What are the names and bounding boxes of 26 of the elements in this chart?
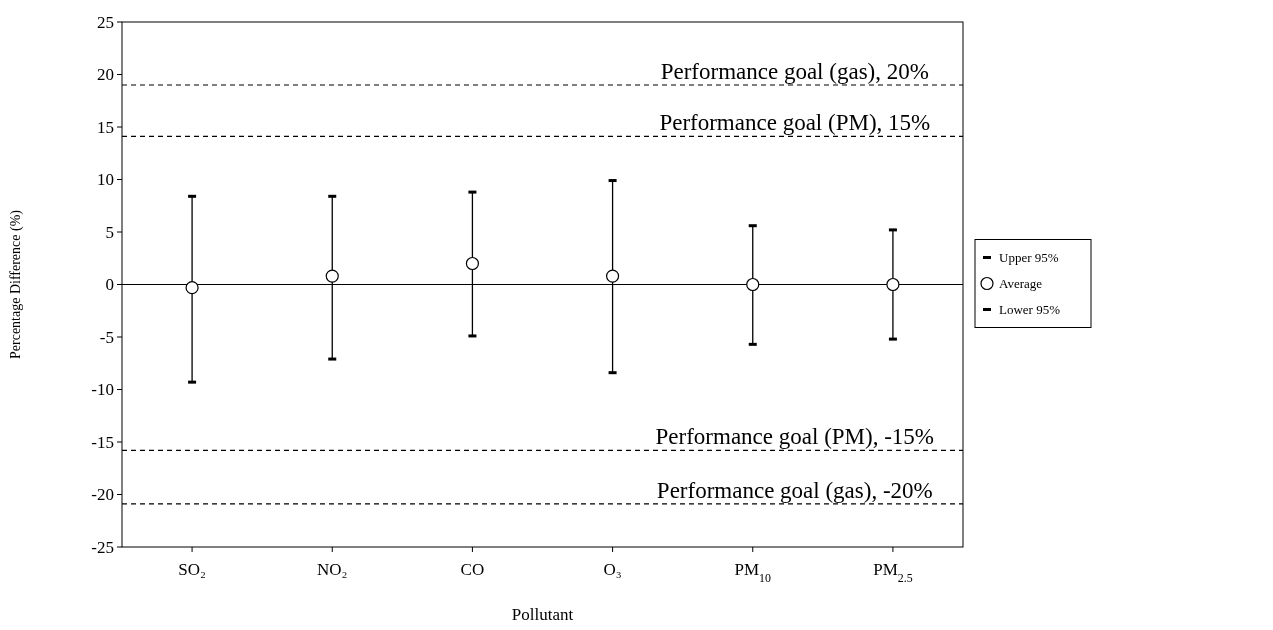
x-tick-label: O₃ bbox=[603, 560, 622, 579]
y-tick-label: 25 bbox=[97, 12, 114, 32]
legend-label: Average bbox=[999, 276, 1043, 292]
y-tick-label: -20 bbox=[91, 485, 114, 505]
ref-line-label: Performance goal (gas), -20% bbox=[656, 477, 933, 503]
ref-line-label: Performance goal (PM), 15% bbox=[659, 110, 931, 136]
y-tick-label: -25 bbox=[91, 537, 114, 557]
x-axis-title: Pollutant bbox=[511, 605, 574, 624]
y-tick-label: 0 bbox=[105, 275, 114, 295]
y-tick-label: -5 bbox=[99, 327, 114, 347]
y-tick-label: 20 bbox=[97, 65, 114, 85]
x-tick-label: PM$_{10}$ bbox=[734, 560, 772, 585]
y-tick-label: 10 bbox=[97, 170, 114, 190]
x-tick-label: PM$_{2.5}$ bbox=[873, 560, 913, 585]
x-tick-label: SO₂ bbox=[178, 560, 206, 579]
ref-line-label: Performance goal (gas), 20% bbox=[660, 59, 929, 84]
y-axis-title: Percentage Difference (%) bbox=[8, 209, 24, 359]
legend-label: Upper 95% bbox=[999, 250, 1059, 266]
y-tick-label: -10 bbox=[91, 380, 114, 400]
y-tick-label: 15 bbox=[97, 117, 114, 137]
y-tick-label: -15 bbox=[91, 432, 114, 452]
ref-line-label: Performance goal (PM), -15% bbox=[655, 424, 935, 450]
x-tick-label: CO bbox=[460, 560, 485, 579]
x-tick-label: NO₂ bbox=[317, 560, 348, 579]
y-tick-label: 5 bbox=[105, 222, 114, 242]
legend-label: Lower 95% bbox=[999, 302, 1061, 318]
